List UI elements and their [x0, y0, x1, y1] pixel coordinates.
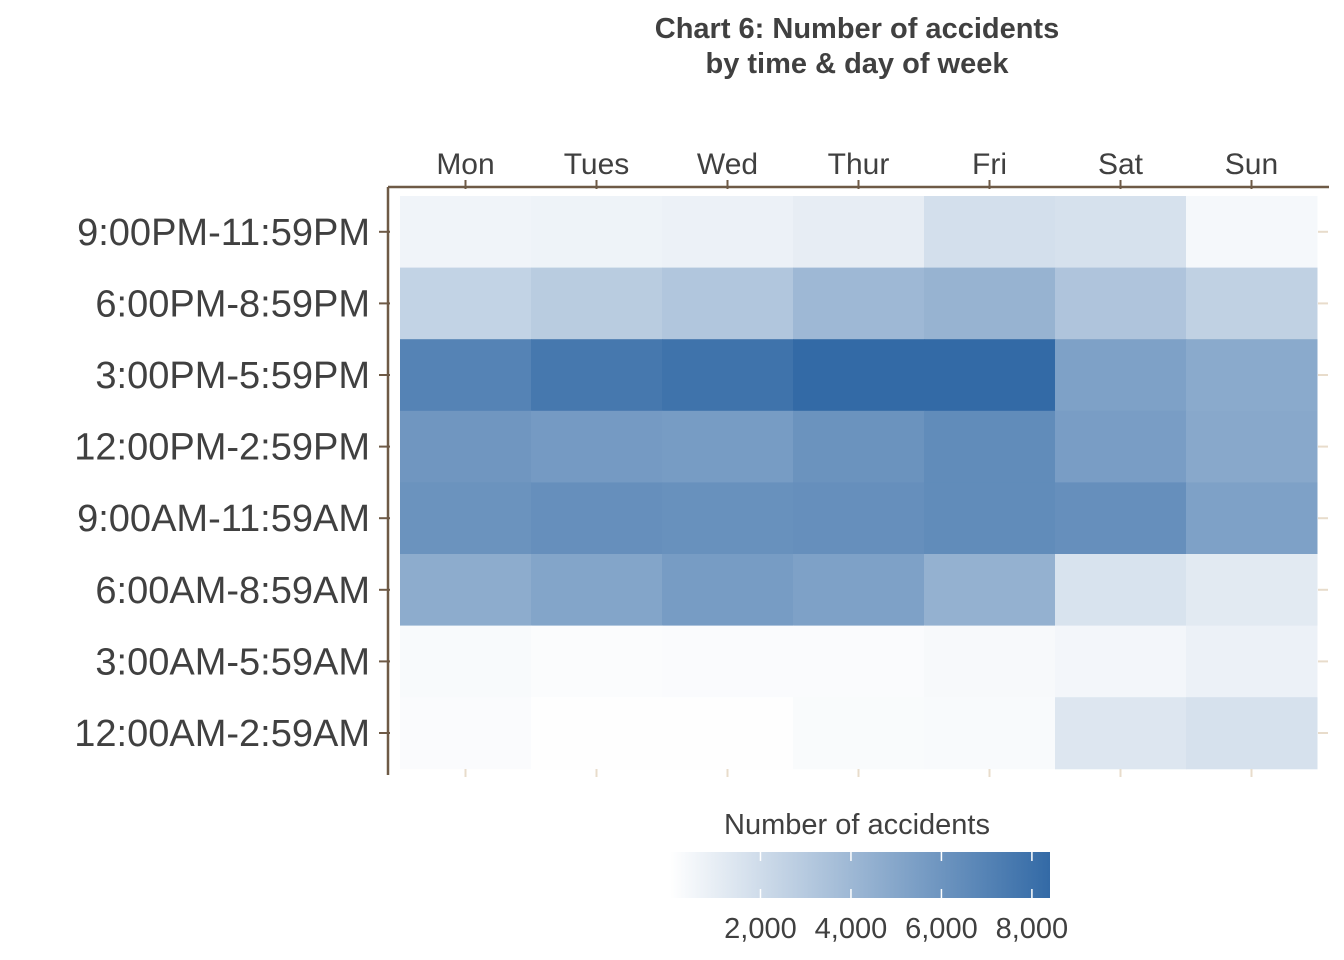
row-label: 9:00AM-11:59AM	[77, 498, 370, 540]
heatmap-cell	[662, 625, 794, 698]
heatmap-cell	[400, 196, 532, 269]
heatmap-cell	[924, 339, 1056, 412]
heatmap-cell	[662, 554, 794, 627]
heatmap-cell	[400, 554, 532, 627]
heatmap-cell	[1186, 625, 1318, 698]
column-label: Wed	[697, 148, 758, 181]
heatmap-cell	[793, 482, 925, 555]
legend-title: Number of accidents	[724, 809, 990, 841]
row-label: 3:00PM-5:59PM	[95, 355, 370, 397]
heatmap-cell	[1055, 339, 1187, 412]
column-labels: Mon Tues Wed Thur Fri Sat Sun	[436, 148, 1278, 181]
legend-color-bar	[670, 852, 1050, 898]
heatmap-cell	[400, 625, 532, 698]
column-label: Tues	[564, 148, 630, 181]
heatmap-cell	[531, 267, 663, 340]
heatmap-cell	[400, 697, 532, 770]
heatmap-cell	[662, 196, 794, 269]
heatmap-cell	[924, 625, 1056, 698]
column-label: Sat	[1098, 148, 1144, 181]
heatmap-cell	[400, 410, 532, 483]
heatmap-cell	[662, 339, 794, 412]
heatmap-cell	[531, 339, 663, 412]
legend-tick-label: 6,000	[905, 913, 978, 945]
heatmap-cell	[1055, 410, 1187, 483]
heatmap-cell	[1055, 196, 1187, 269]
heatmap-cells	[400, 196, 1318, 770]
row-label: 3:00AM-5:59AM	[95, 641, 370, 683]
heatmap-cell	[531, 625, 663, 698]
heatmap-cell	[793, 410, 925, 483]
heatmap-cell	[1055, 625, 1187, 698]
heatmap-cell	[400, 267, 532, 340]
heatmap-cell	[662, 482, 794, 555]
heatmap-cell	[793, 339, 925, 412]
heatmap-cell	[924, 410, 1056, 483]
heatmap-cell	[924, 482, 1056, 555]
heatmap-cell	[793, 697, 925, 770]
row-label: 9:00PM-11:59PM	[77, 212, 370, 254]
legend-tick-label: 8,000	[996, 913, 1069, 945]
heatmap-cell	[662, 697, 794, 770]
column-label: Thur	[828, 148, 890, 181]
heatmap-cell	[1055, 697, 1187, 770]
heatmap-cell	[400, 482, 532, 555]
row-label: 6:00AM-8:59AM	[95, 570, 370, 612]
legend-ticks: 2,000 4,000 6,000 8,000	[724, 852, 1068, 945]
heatmap-cell	[1186, 482, 1318, 555]
heatmap-cell	[1186, 196, 1318, 269]
heatmap-cell	[662, 267, 794, 340]
heatmap-cell	[1186, 267, 1318, 340]
heatmap-cell	[793, 554, 925, 627]
chart-title: Chart 6: Number of accidents by time & d…	[655, 13, 1059, 80]
heatmap-cell	[924, 554, 1056, 627]
heatmap-cell	[1055, 267, 1187, 340]
row-label: 6:00PM-8:59PM	[95, 283, 370, 325]
row-label: 12:00AM-2:59AM	[74, 713, 370, 755]
chart-title-line-2: by time & day of week	[706, 48, 1010, 80]
heatmap-cell	[531, 482, 663, 555]
heatmap-cell	[531, 697, 663, 770]
column-label: Fri	[972, 148, 1007, 181]
row-label: 12:00PM-2:59PM	[74, 427, 370, 469]
chart-title-line-1: Chart 6: Number of accidents	[655, 13, 1059, 45]
heatmap-cell	[924, 697, 1056, 770]
heatmap-cell	[1186, 697, 1318, 770]
row-labels: 9:00PM-11:59PM 6:00PM-8:59PM 3:00PM-5:59PM…	[74, 212, 370, 755]
heatmap-cell	[531, 554, 663, 627]
column-label: Sun	[1225, 148, 1278, 181]
heatmap-cell	[793, 196, 925, 269]
heatmap-cell	[793, 625, 925, 698]
heatmap-cell	[1186, 554, 1318, 627]
axes	[379, 180, 1329, 777]
heatmap-cell	[1186, 339, 1318, 412]
column-label: Mon	[436, 148, 494, 181]
heatmap-cell	[1186, 410, 1318, 483]
heatmap-cell	[924, 267, 1056, 340]
heatmap-cell	[400, 339, 532, 412]
color-legend: Number of accidents 2,000 4,000 6,000 8,000	[670, 809, 1068, 945]
heatmap-cell	[1055, 482, 1187, 555]
heatmap-cell	[531, 410, 663, 483]
legend-tick-label: 4,000	[815, 913, 888, 945]
heatmap-cell	[531, 196, 663, 269]
heatmap-cell	[662, 410, 794, 483]
heatmap-cell	[793, 267, 925, 340]
legend-tick-label: 2,000	[724, 913, 797, 945]
heatmap-cell	[1055, 554, 1187, 627]
heatmap-cell	[924, 196, 1056, 269]
